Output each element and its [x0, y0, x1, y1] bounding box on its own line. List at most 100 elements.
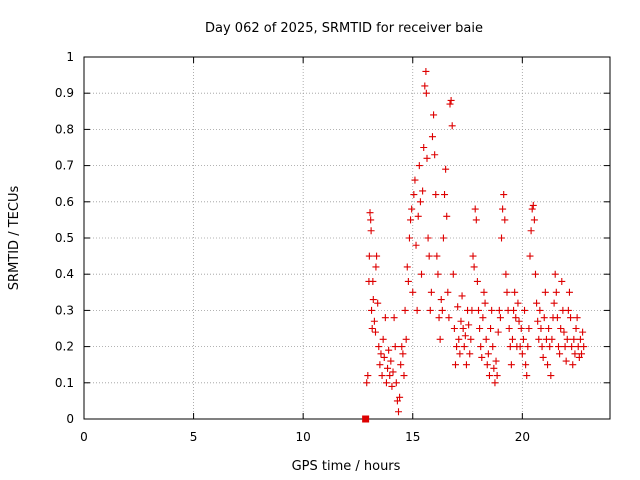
data-point: [379, 335, 387, 343]
data-point: [367, 227, 375, 235]
data-point: [363, 379, 371, 387]
data-point: [529, 201, 537, 209]
data-point: [526, 252, 534, 260]
y-tick-label: 0.2: [55, 340, 74, 354]
data-point: [492, 357, 500, 365]
data-point: [457, 317, 465, 325]
data-point: [377, 350, 385, 358]
data-point: [476, 325, 484, 332]
data-point: [575, 353, 583, 361]
data-point: [386, 372, 394, 380]
data-point: [393, 397, 401, 405]
data-point: [410, 191, 418, 199]
data-point: [553, 314, 561, 322]
data-point: [430, 111, 438, 119]
data-point: [570, 335, 578, 343]
data-point: [518, 350, 526, 358]
data-point: [523, 372, 531, 380]
data-point: [414, 212, 422, 220]
data-point: [493, 372, 501, 380]
data-point: [419, 187, 427, 195]
data-point: [392, 379, 400, 387]
data-point: [503, 288, 511, 296]
data-point: [382, 379, 390, 387]
data-point: [461, 332, 469, 340]
data-point: [536, 306, 544, 314]
data-point: [537, 325, 545, 332]
data-point: [550, 299, 558, 307]
data-point: [369, 296, 377, 304]
data-point: [487, 325, 495, 332]
data-point: [578, 350, 586, 358]
data-point: [375, 343, 383, 351]
data-point: [399, 350, 407, 358]
data-point: [385, 346, 393, 354]
data-point: [488, 306, 496, 314]
data-point: [445, 314, 453, 322]
data-point: [500, 191, 508, 199]
data-point: [489, 343, 497, 351]
data-point: [522, 361, 530, 369]
data-point: [434, 270, 442, 278]
data-point: [389, 368, 397, 376]
data-point: [565, 288, 573, 296]
data-point: [485, 372, 493, 380]
data-point: [512, 314, 520, 322]
data-point: [412, 241, 420, 249]
data-point: [441, 191, 449, 199]
data-point: [521, 306, 529, 314]
data-point: [401, 306, 409, 314]
data-point: [378, 372, 386, 380]
data-point: [443, 212, 451, 220]
chart-title: Day 062 of 2025, SRMTID for receiver bai…: [205, 21, 483, 36]
zero-square-marker: [362, 415, 370, 423]
data-point: [562, 357, 570, 365]
data-point: [567, 314, 575, 322]
data-point: [558, 277, 566, 285]
data-point: [381, 314, 389, 322]
data-point: [479, 314, 487, 322]
data-point: [424, 234, 432, 242]
data-point: [554, 343, 562, 351]
data-point: [527, 227, 535, 235]
data-point: [514, 299, 522, 307]
data-point: [436, 335, 444, 343]
data-point: [376, 361, 384, 369]
data-point: [387, 357, 395, 365]
data-point: [470, 263, 478, 271]
data-point: [484, 350, 492, 358]
data-point: [409, 288, 417, 296]
data-point: [415, 162, 423, 170]
data-point: [380, 353, 388, 361]
data-point: [459, 325, 467, 332]
data-point: [511, 288, 519, 296]
data-point: [524, 343, 532, 351]
data-point: [451, 361, 459, 369]
y-axis-label: SRMTID / TECUs: [7, 186, 22, 291]
data-point: [421, 82, 429, 90]
data-point: [438, 306, 446, 314]
data-point: [416, 198, 424, 206]
y-tick-label: 0.1: [55, 376, 74, 390]
data-point: [450, 325, 458, 332]
data-point: [490, 364, 498, 372]
data-point: [425, 252, 433, 260]
axis-ticks: 00.10.20.30.40.50.60.70.80.910 5 10 15 20: [55, 50, 610, 444]
data-point: [444, 288, 452, 296]
data-point: [510, 306, 518, 314]
y-tick-label: 1: [66, 50, 74, 64]
data-point: [579, 328, 587, 336]
data-point: [398, 343, 406, 351]
data-point: [366, 209, 374, 217]
data-point: [418, 270, 426, 278]
data-point: [475, 306, 482, 314]
data-point: [540, 314, 548, 322]
data-point: [442, 165, 450, 173]
data-point: [569, 361, 577, 369]
data-point: [453, 343, 461, 351]
data-point: [472, 216, 480, 224]
y-tick-label: 0.7: [55, 159, 74, 173]
data-point: [468, 306, 476, 314]
data-point: [516, 343, 524, 351]
